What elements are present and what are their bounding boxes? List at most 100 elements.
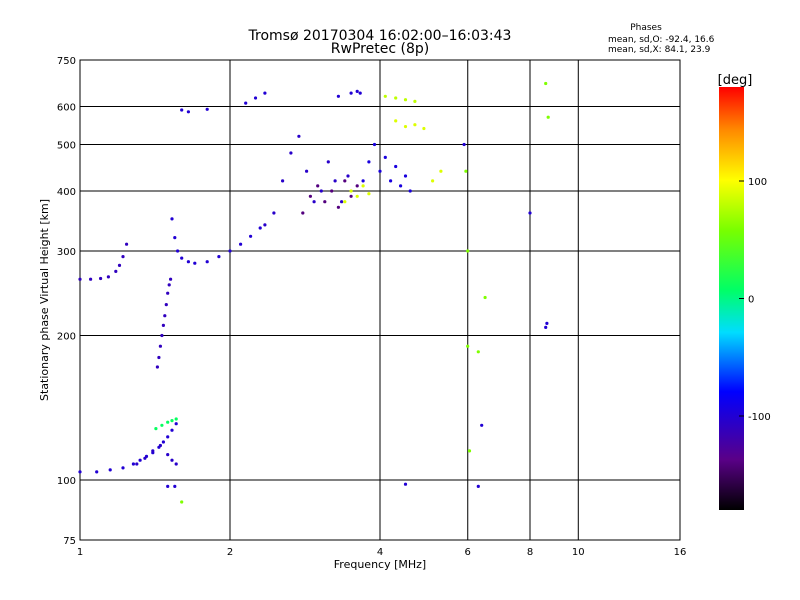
- data-point: [258, 226, 262, 230]
- data-point: [166, 420, 170, 424]
- x-tick-label: 4: [377, 547, 383, 558]
- data-point: [355, 184, 359, 188]
- data-point: [431, 179, 435, 183]
- data-point: [422, 126, 426, 131]
- data-point: [166, 484, 170, 488]
- colorbar-ticks: 100 0 -100: [739, 177, 771, 423]
- data-point: [466, 249, 470, 253]
- data-point: [544, 325, 548, 329]
- data-point: [164, 303, 168, 307]
- grid-lines: [80, 60, 680, 540]
- phase-info-line2: mean, sd,X: 84.1, 23.9: [608, 45, 711, 55]
- data-point: [462, 142, 466, 147]
- y-tick-label: 100: [57, 476, 76, 487]
- data-point: [205, 260, 209, 264]
- x-tick-label: 16: [674, 547, 687, 558]
- data-point: [330, 189, 334, 193]
- data-point: [114, 269, 118, 273]
- data-point: [544, 81, 548, 86]
- data-point: [160, 333, 164, 338]
- data-point: [161, 323, 165, 327]
- data-point: [173, 484, 177, 488]
- data-point: [78, 470, 82, 474]
- data-point: [308, 194, 312, 198]
- data-point: [467, 449, 472, 453]
- axis-ticks: 1 2 4 6 8 10 16 75 100 200 300 400 500 600 750: [57, 56, 686, 558]
- data-point: [281, 179, 285, 183]
- data-point: [151, 449, 155, 453]
- data-point: [205, 107, 209, 111]
- data-point: [170, 419, 174, 423]
- chart-title: Tromsø 20170304 16:02:00–16:03:43: [248, 28, 512, 44]
- phase-info-line1: mean, sd,O: -92.4, 16.6: [608, 35, 715, 45]
- data-point: [135, 462, 139, 466]
- data-point: [346, 174, 350, 178]
- data-point: [403, 482, 408, 486]
- y-tick-label: 400: [57, 187, 76, 198]
- y-tick-label: 200: [57, 332, 76, 343]
- data-point: [326, 160, 330, 164]
- data-point: [170, 428, 174, 432]
- data-point: [106, 275, 110, 279]
- data-point: [297, 134, 301, 138]
- data-point: [239, 242, 243, 246]
- data-point: [186, 260, 190, 264]
- data-point: [361, 184, 365, 188]
- data-point: [121, 255, 125, 259]
- y-tick-label: 300: [57, 247, 76, 258]
- data-point: [166, 435, 170, 439]
- x-tick-label: 10: [572, 547, 585, 558]
- data-point: [167, 283, 171, 287]
- data-point: [108, 468, 112, 472]
- data-point: [143, 456, 147, 460]
- colorbar-tick-label: 100: [748, 177, 767, 188]
- colorbar-tick-label: -100: [748, 412, 771, 423]
- data-point: [546, 115, 550, 119]
- data-point: [154, 427, 158, 431]
- data-point: [394, 119, 398, 123]
- x-tick-label: 2: [227, 547, 233, 558]
- data-point: [323, 200, 327, 204]
- data-point: [193, 261, 197, 265]
- data-point: [180, 500, 184, 504]
- data-point: [333, 179, 337, 183]
- data-point: [263, 91, 267, 95]
- data-point: [476, 350, 480, 354]
- data-point: [312, 200, 316, 204]
- data-point: [545, 321, 549, 325]
- data-point: [355, 89, 359, 93]
- data-point: [383, 94, 387, 98]
- data-point: [78, 277, 82, 281]
- data-point: [319, 189, 323, 193]
- data-point: [95, 470, 99, 474]
- data-point: [174, 422, 178, 426]
- x-tick-label: 1: [77, 547, 83, 558]
- data-point: [413, 123, 417, 127]
- data-point: [272, 211, 276, 215]
- data-point: [358, 91, 362, 95]
- data-point: [349, 91, 353, 95]
- data-point: [160, 423, 164, 427]
- y-tick-label: 750: [57, 56, 76, 67]
- data-point: [155, 365, 159, 369]
- data-point: [176, 249, 180, 253]
- data-point: [483, 295, 487, 300]
- data-point: [399, 184, 403, 188]
- data-point: [378, 169, 382, 173]
- data-point: [180, 256, 184, 260]
- data-point: [464, 169, 468, 173]
- data-point: [131, 462, 135, 466]
- data-point: [253, 96, 258, 100]
- y-tick-label: 500: [57, 141, 76, 152]
- data-point: [408, 189, 412, 193]
- data-point: [169, 277, 173, 281]
- data-point: [343, 179, 347, 183]
- data-point: [466, 344, 470, 348]
- y-tick-label: 75: [63, 536, 76, 547]
- data-point: [170, 458, 174, 462]
- x-tick-label: 6: [465, 547, 471, 558]
- data-point: [217, 255, 221, 259]
- chart-subtitle: RwPretec (8p): [331, 41, 429, 57]
- data-point: [163, 314, 167, 318]
